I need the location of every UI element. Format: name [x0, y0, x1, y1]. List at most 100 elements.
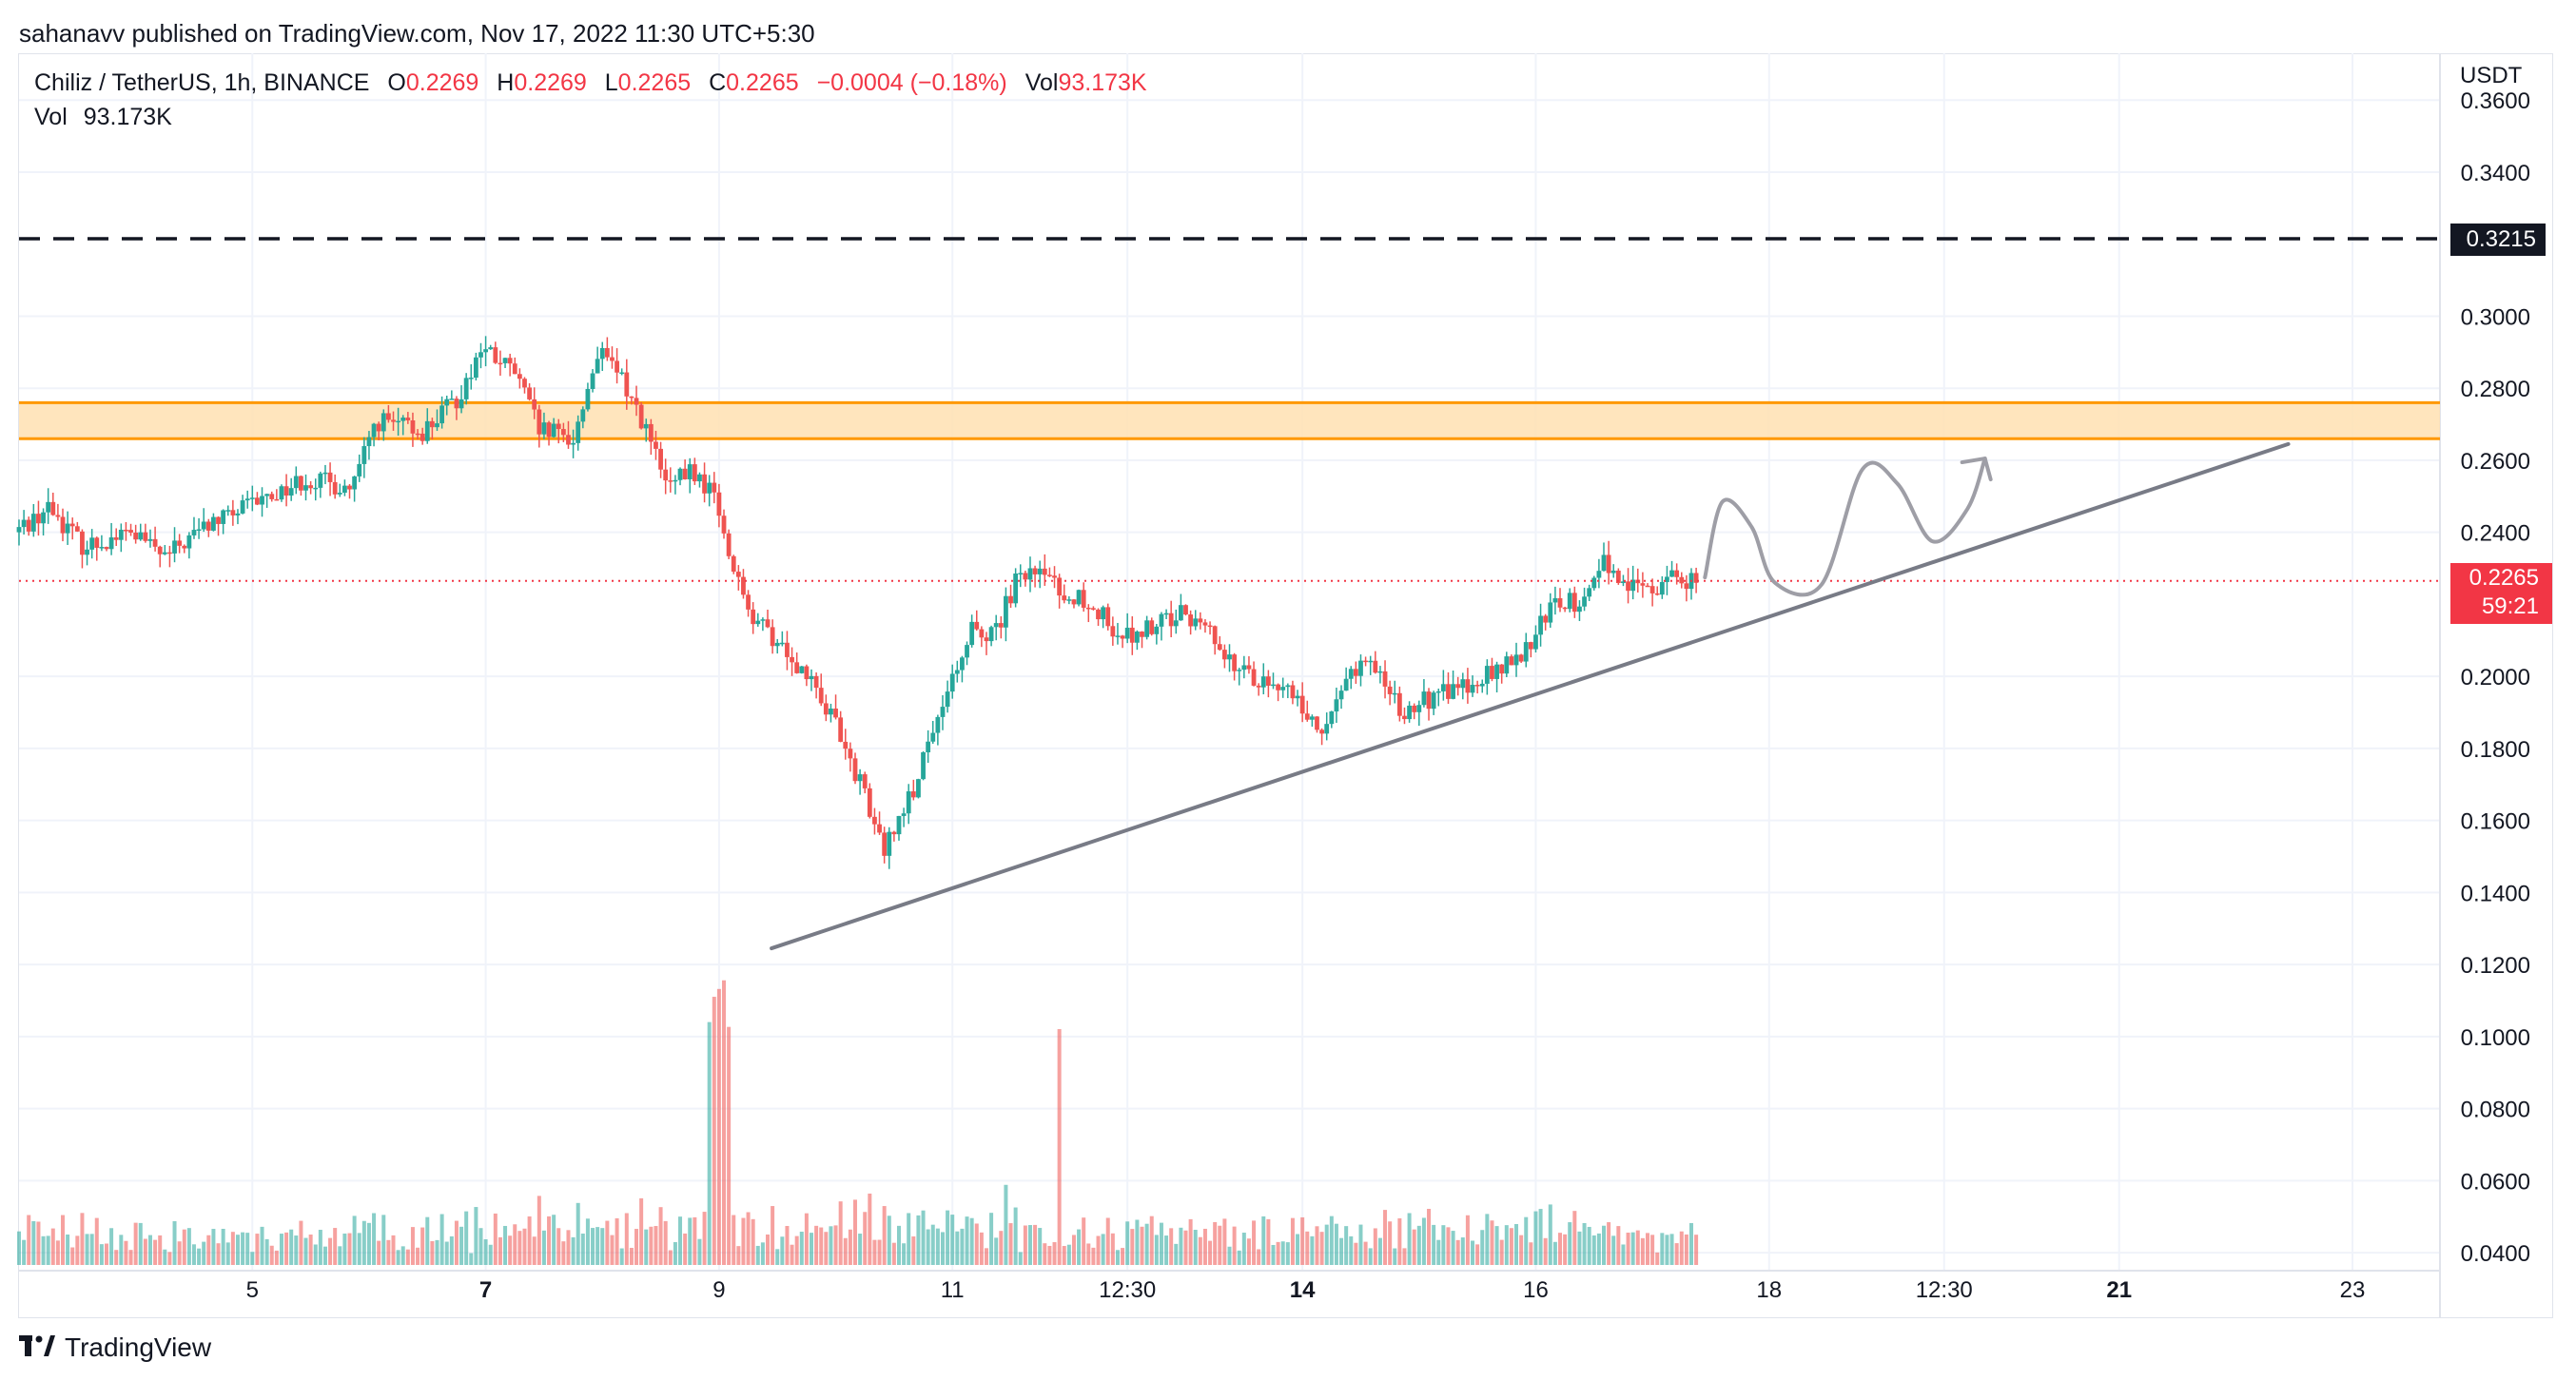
volume-bar [1043, 1243, 1047, 1265]
candle-body [1484, 666, 1490, 684]
candle-body [682, 468, 688, 479]
candlesticks [16, 336, 1699, 869]
candle-body [99, 547, 105, 549]
candle-body [357, 463, 362, 477]
candle-body [26, 519, 31, 532]
candle-body [1504, 656, 1510, 674]
volume-bar [843, 1237, 848, 1265]
volume-bar [31, 1220, 36, 1265]
volume-bar [1519, 1235, 1524, 1265]
candle-body [1601, 554, 1607, 572]
candle-body [1567, 593, 1572, 610]
candle-body [1144, 620, 1150, 637]
volume-bar [1635, 1230, 1640, 1265]
candle-body [473, 357, 478, 379]
volume-bar [1154, 1235, 1159, 1265]
last-price-tag: 0.2265 59:21 [2450, 563, 2552, 624]
candle-body [1280, 687, 1286, 690]
volume-bar [950, 1215, 955, 1265]
volume-bar [66, 1234, 70, 1265]
candle-body [1684, 583, 1689, 590]
volume-bar [1344, 1226, 1349, 1265]
candle-body [1217, 644, 1222, 651]
candle-body [624, 372, 630, 397]
candle-body [906, 791, 911, 814]
candle-body [954, 670, 960, 674]
volume-bar [766, 1234, 771, 1265]
volume-bar [697, 1238, 702, 1265]
candle-body [1377, 671, 1383, 673]
y-tick-label: 0.2000 [2461, 665, 2530, 690]
volume-bar [580, 1234, 585, 1265]
candle-body [80, 531, 85, 555]
symbol-label[interactable]: Chiliz / TetherUS, 1h, BINANCE [34, 69, 370, 96]
volume-bar [1183, 1230, 1188, 1265]
candle-body [1665, 576, 1669, 582]
axis-unit-label[interactable]: USDT [2460, 63, 2523, 88]
candle-body [1309, 716, 1315, 720]
candle-body [488, 347, 494, 350]
candle-body [638, 404, 644, 429]
volume-bar [1038, 1228, 1043, 1265]
candle-body [288, 488, 294, 496]
volume-bar [824, 1232, 829, 1265]
candle-body [1649, 586, 1655, 593]
volume-bar [1004, 1184, 1008, 1265]
volume-bar [41, 1235, 46, 1265]
candle-body [643, 423, 649, 429]
volume-bar [488, 1244, 493, 1265]
candle-body [1154, 626, 1160, 634]
x-tick-label: 18 [1756, 1277, 1782, 1303]
candle-body [1173, 620, 1179, 627]
volume-bar [459, 1226, 464, 1265]
candle-body [16, 527, 22, 533]
volume-bar [342, 1233, 347, 1265]
footer-brand[interactable]: TradingView [19, 1332, 211, 1364]
volume-bar [1432, 1224, 1436, 1265]
volume-bar [1334, 1223, 1338, 1265]
volume-bar [425, 1216, 430, 1265]
volume-bar [498, 1236, 502, 1265]
candle-body [1159, 613, 1164, 627]
volume-bar [1684, 1234, 1688, 1265]
low-value: 0.2265 [617, 69, 692, 96]
volume-bar [1033, 1224, 1038, 1265]
volume-bar [751, 1218, 755, 1265]
volume-bar [1485, 1214, 1490, 1265]
candle-body [1110, 626, 1116, 637]
volume-bar [1125, 1221, 1130, 1265]
candle-body [269, 494, 275, 499]
candle-body [998, 623, 1004, 628]
volume-bar [984, 1248, 988, 1265]
volume-bar [1071, 1235, 1076, 1265]
candle-body [157, 546, 163, 554]
candle-body [571, 442, 576, 445]
candle-body [1057, 577, 1063, 596]
candle-body [785, 642, 790, 657]
volume-bar [804, 1213, 809, 1265]
volume-bar [814, 1225, 819, 1265]
volume-indicator-label[interactable]: Vol [34, 104, 68, 130]
candle-body [1451, 684, 1455, 699]
volume-bar [1047, 1245, 1052, 1265]
candle-body [1528, 642, 1533, 650]
volume-bar [206, 1235, 211, 1265]
candle-body [1221, 650, 1227, 660]
volume-bar [1451, 1231, 1455, 1265]
candle-body [1582, 596, 1587, 607]
volume-bar [1494, 1226, 1499, 1265]
x-tick-label: 11 [941, 1277, 965, 1303]
volume-bar [1475, 1244, 1480, 1265]
candle-body [945, 691, 950, 708]
candle-body [1402, 715, 1407, 720]
volume-bar [357, 1233, 361, 1265]
volume-bar [921, 1210, 926, 1265]
candle-body [1319, 729, 1324, 734]
candle-body [765, 619, 771, 628]
candle-body [468, 378, 474, 379]
candle-body [264, 494, 270, 496]
candle-body [1227, 654, 1232, 660]
candle-body [1129, 627, 1135, 643]
volume-bar [615, 1217, 619, 1265]
